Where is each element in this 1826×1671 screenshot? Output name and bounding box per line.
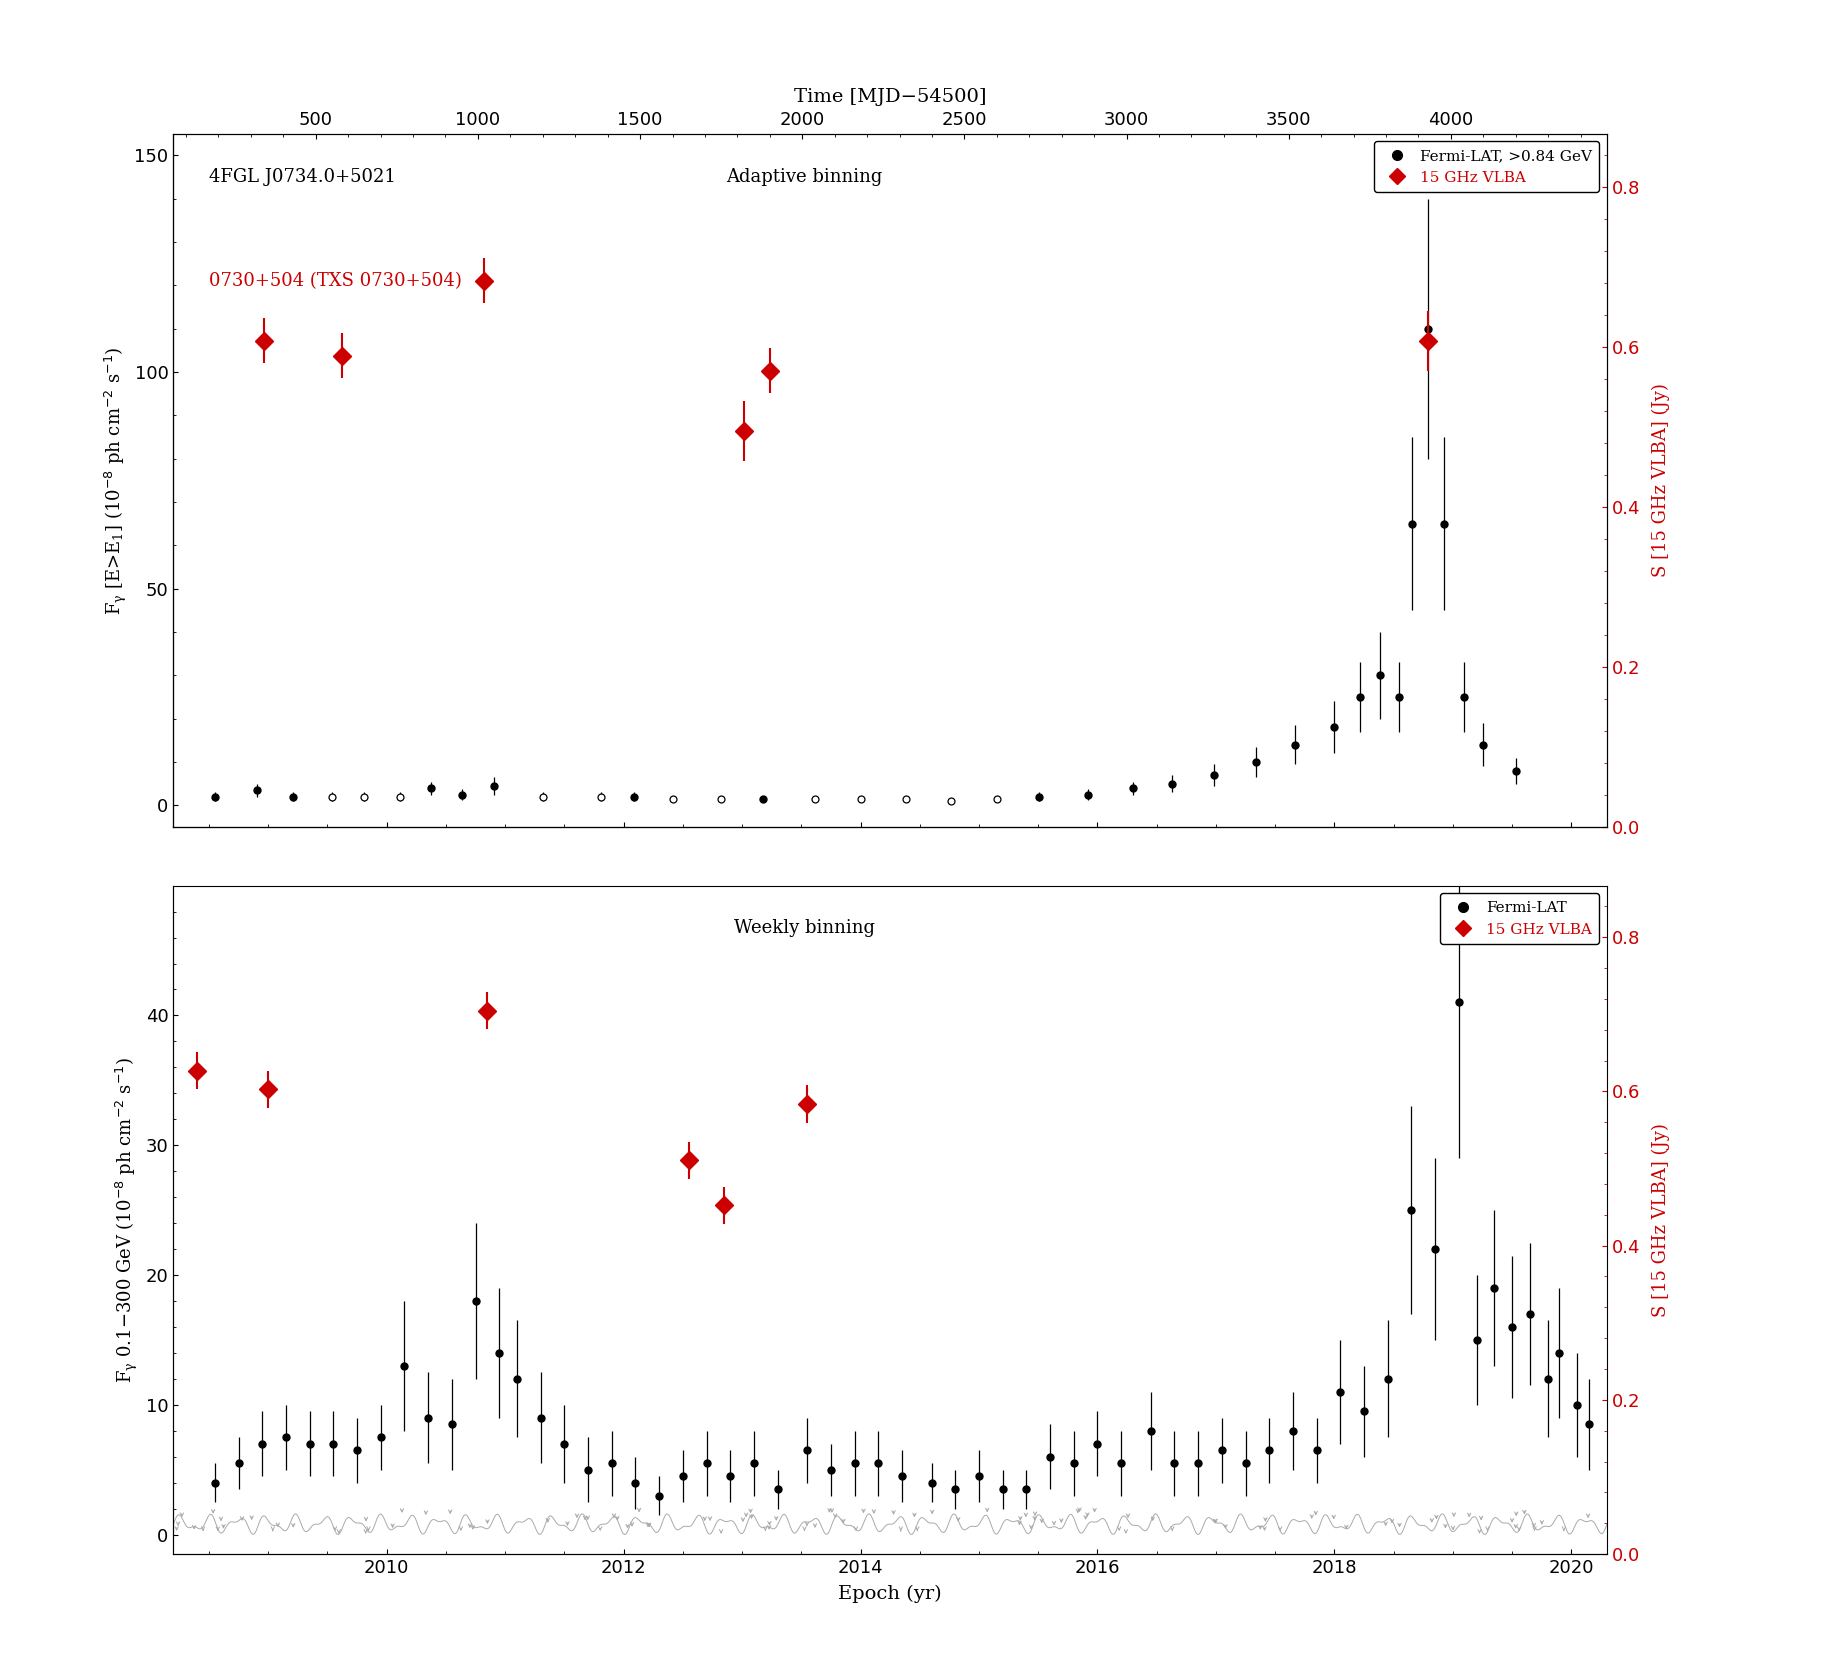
Text: Weekly binning: Weekly binning xyxy=(734,919,875,937)
Y-axis label: S [15 GHz VLBA] (Jy): S [15 GHz VLBA] (Jy) xyxy=(1651,383,1669,578)
X-axis label: Epoch (yr): Epoch (yr) xyxy=(838,1586,942,1604)
Legend: Fermi-LAT, >0.84 GeV, 15 GHz VLBA: Fermi-LAT, >0.84 GeV, 15 GHz VLBA xyxy=(1373,142,1600,192)
Text: 4FGL J0734.0+5021: 4FGL J0734.0+5021 xyxy=(210,169,396,187)
Text: Adaptive binning: Adaptive binning xyxy=(727,169,882,187)
Legend: Fermi-LAT, 15 GHz VLBA: Fermi-LAT, 15 GHz VLBA xyxy=(1441,894,1600,944)
X-axis label: Time [MJD−54500]: Time [MJD−54500] xyxy=(794,89,986,107)
Text: 0730+504 (TXS 0730+504): 0730+504 (TXS 0730+504) xyxy=(210,272,462,291)
Y-axis label: F$_\mathregular{\gamma}$ [E>E$_\mathregular{1}$] (10$^{-8}$ ph cm$^{-2}$ s$^{-1}: F$_\mathregular{\gamma}$ [E>E$_\mathregu… xyxy=(102,346,130,615)
Y-axis label: F$_\mathregular{\gamma}$ 0.1$-$300 GeV (10$^{-8}$ ph cm$^{-2}$ s$^{-1}$): F$_\mathregular{\gamma}$ 0.1$-$300 GeV (… xyxy=(113,1056,141,1384)
Y-axis label: S [15 GHz VLBA] (Jy): S [15 GHz VLBA] (Jy) xyxy=(1651,1123,1669,1317)
